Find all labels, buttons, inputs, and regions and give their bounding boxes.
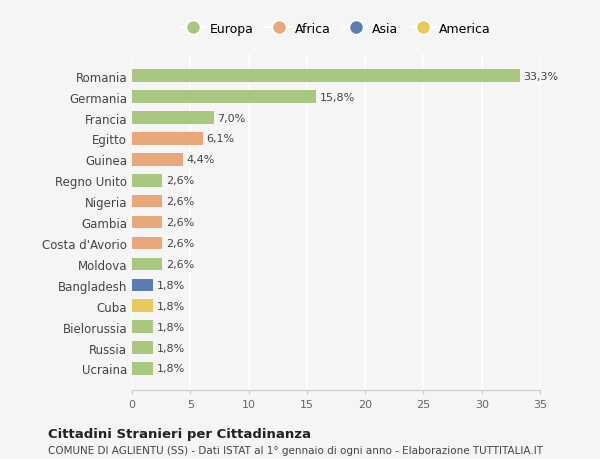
Text: 6,1%: 6,1% — [206, 134, 235, 144]
Text: 33,3%: 33,3% — [524, 72, 559, 82]
Bar — [132, 70, 520, 83]
Bar — [132, 363, 153, 375]
Bar — [132, 174, 163, 187]
Bar — [132, 91, 316, 104]
Text: 4,4%: 4,4% — [187, 155, 215, 165]
Bar — [132, 154, 183, 166]
Text: 2,6%: 2,6% — [166, 176, 194, 186]
Bar — [132, 196, 163, 208]
Bar — [132, 216, 163, 229]
Text: 1,8%: 1,8% — [157, 322, 185, 332]
Text: 2,6%: 2,6% — [166, 197, 194, 207]
Bar — [132, 321, 153, 333]
Text: COMUNE DI AGLIENTU (SS) - Dati ISTAT al 1° gennaio di ogni anno - Elaborazione T: COMUNE DI AGLIENTU (SS) - Dati ISTAT al … — [48, 445, 543, 455]
Bar — [132, 341, 153, 354]
Text: 2,6%: 2,6% — [166, 259, 194, 269]
Text: 1,8%: 1,8% — [157, 343, 185, 353]
Bar — [132, 258, 163, 271]
Text: 1,8%: 1,8% — [157, 364, 185, 374]
Bar — [132, 237, 163, 250]
Bar — [132, 133, 203, 146]
Text: 2,6%: 2,6% — [166, 239, 194, 248]
Bar — [132, 112, 214, 124]
Text: 15,8%: 15,8% — [320, 92, 355, 102]
Text: 2,6%: 2,6% — [166, 218, 194, 228]
Legend: Europa, Africa, Asia, America: Europa, Africa, Asia, America — [176, 18, 496, 41]
Text: Cittadini Stranieri per Cittadinanza: Cittadini Stranieri per Cittadinanza — [48, 427, 311, 440]
Text: 7,0%: 7,0% — [217, 113, 245, 123]
Text: 1,8%: 1,8% — [157, 301, 185, 311]
Bar — [132, 300, 153, 312]
Text: 1,8%: 1,8% — [157, 280, 185, 290]
Bar — [132, 279, 153, 291]
